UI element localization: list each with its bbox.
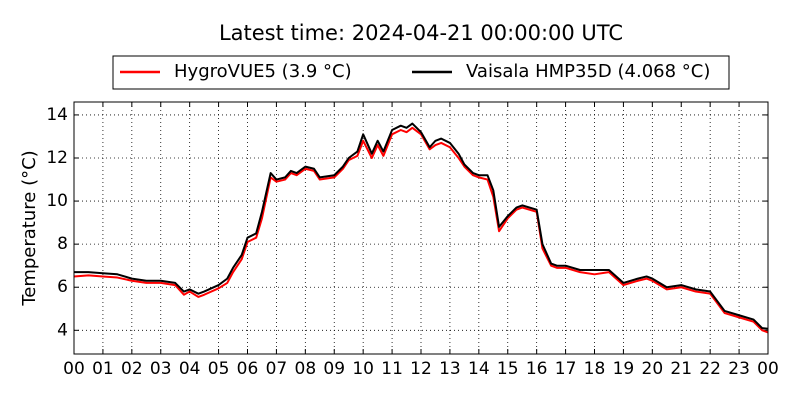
x-tick-label: 05 [208,359,230,379]
x-tick-label: 03 [150,359,172,379]
x-tick-label: 14 [468,359,490,379]
x-tick-label: 16 [526,359,548,379]
x-tick-label: 06 [237,359,259,379]
x-tick-label: 04 [179,359,201,379]
y-tick-label: 14 [46,105,68,125]
y-tick-label: 6 [57,277,68,297]
data-line [74,122,769,330]
y-tick-label: 12 [46,148,68,168]
x-tick-label: 15 [497,359,519,379]
x-tick-label: 10 [352,359,374,379]
x-tick-label: 13 [439,359,461,379]
x-tick-label: 09 [323,359,345,379]
plot-frame [73,101,769,355]
x-tick-label: 02 [121,359,143,379]
y-tick-label: 4 [57,320,68,340]
y-axis-label: Temperature (°C) [19,150,40,306]
x-tick-label: 22 [699,359,721,379]
x-tick-label: 23 [728,359,750,379]
x-tick-label: 11 [381,359,403,379]
chart-title: Latest time: 2024-04-21 00:00:00 UTC [219,21,623,45]
legend-label: Vaisala HMP35D (4.068 °C) [466,61,710,82]
x-tick-label: 17 [555,359,577,379]
data-line [73,126,769,334]
x-tick-label: 21 [670,359,692,379]
x-tick-label: 00 [63,359,85,379]
x-tick-label: 00 [757,359,779,379]
x-tick-label: 08 [295,359,317,379]
x-tick-label: 18 [584,359,606,379]
y-tick-label: 8 [57,234,68,254]
legend-label: HygroVUE5 (3.9 °C) [174,61,352,82]
x-tick-label: 12 [410,359,432,379]
x-tick-label: 20 [642,359,664,379]
y-tick-label: 10 [46,191,68,211]
x-tick-label: 19 [613,359,635,379]
x-tick-label: 01 [92,359,114,379]
x-tick-label: 07 [266,359,288,379]
